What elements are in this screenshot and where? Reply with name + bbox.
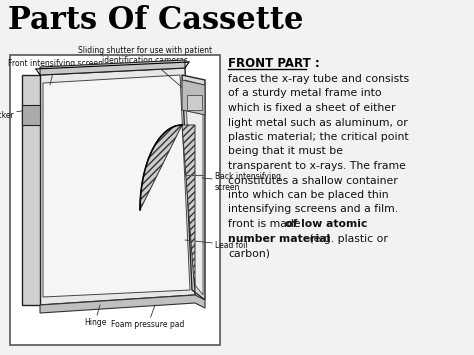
Text: Sliding shutter for use with patient
identification cameras: Sliding shutter for use with patient ide… [78, 45, 212, 103]
Text: front is made: front is made [228, 219, 304, 229]
Text: Parts Of Cassette: Parts Of Cassette [8, 5, 303, 36]
Text: plastic material; the critical point: plastic material; the critical point [228, 132, 409, 142]
Text: transparent to x-rays. The frame: transparent to x-rays. The frame [228, 161, 406, 171]
Text: Foam pressure pad: Foam pressure pad [111, 305, 185, 329]
Text: Lead foil: Lead foil [185, 240, 247, 250]
Text: constitutes a shallow container: constitutes a shallow container [228, 175, 398, 186]
Polygon shape [185, 80, 203, 295]
Polygon shape [40, 295, 205, 313]
Text: which is fixed a sheet of either: which is fixed a sheet of either [228, 103, 395, 113]
Polygon shape [187, 95, 202, 110]
Text: of a sturdy metal frame into: of a sturdy metal frame into [228, 88, 382, 98]
Polygon shape [182, 75, 205, 300]
Polygon shape [43, 75, 190, 297]
Text: intensifying screens and a film.: intensifying screens and a film. [228, 204, 398, 214]
Bar [10, 55, 220, 345]
Text: of low atomic: of low atomic [285, 219, 367, 229]
Text: being that it must be: being that it must be [228, 147, 343, 157]
Text: number material: number material [228, 234, 330, 244]
Text: Hinge: Hinge [84, 305, 106, 327]
Polygon shape [22, 105, 40, 125]
Polygon shape [40, 68, 195, 305]
Polygon shape [22, 75, 40, 305]
Text: Back intensifying
screen: Back intensifying screen [202, 172, 281, 192]
Text: Lead blocker: Lead blocker [0, 110, 30, 120]
Polygon shape [140, 125, 195, 295]
Text: light metal such as aluminum, or: light metal such as aluminum, or [228, 118, 408, 127]
Text: (e.g. plastic or: (e.g. plastic or [306, 234, 388, 244]
Text: into which can be placed thin: into which can be placed thin [228, 190, 389, 200]
Text: carbon): carbon) [228, 248, 270, 258]
Polygon shape [182, 80, 205, 115]
Text: FRONT PART :: FRONT PART : [228, 57, 320, 70]
Polygon shape [40, 60, 185, 75]
Text: Front intensifying screen: Front intensifying screen [8, 59, 102, 85]
Text: faces the x-ray tube and consists: faces the x-ray tube and consists [228, 74, 409, 84]
